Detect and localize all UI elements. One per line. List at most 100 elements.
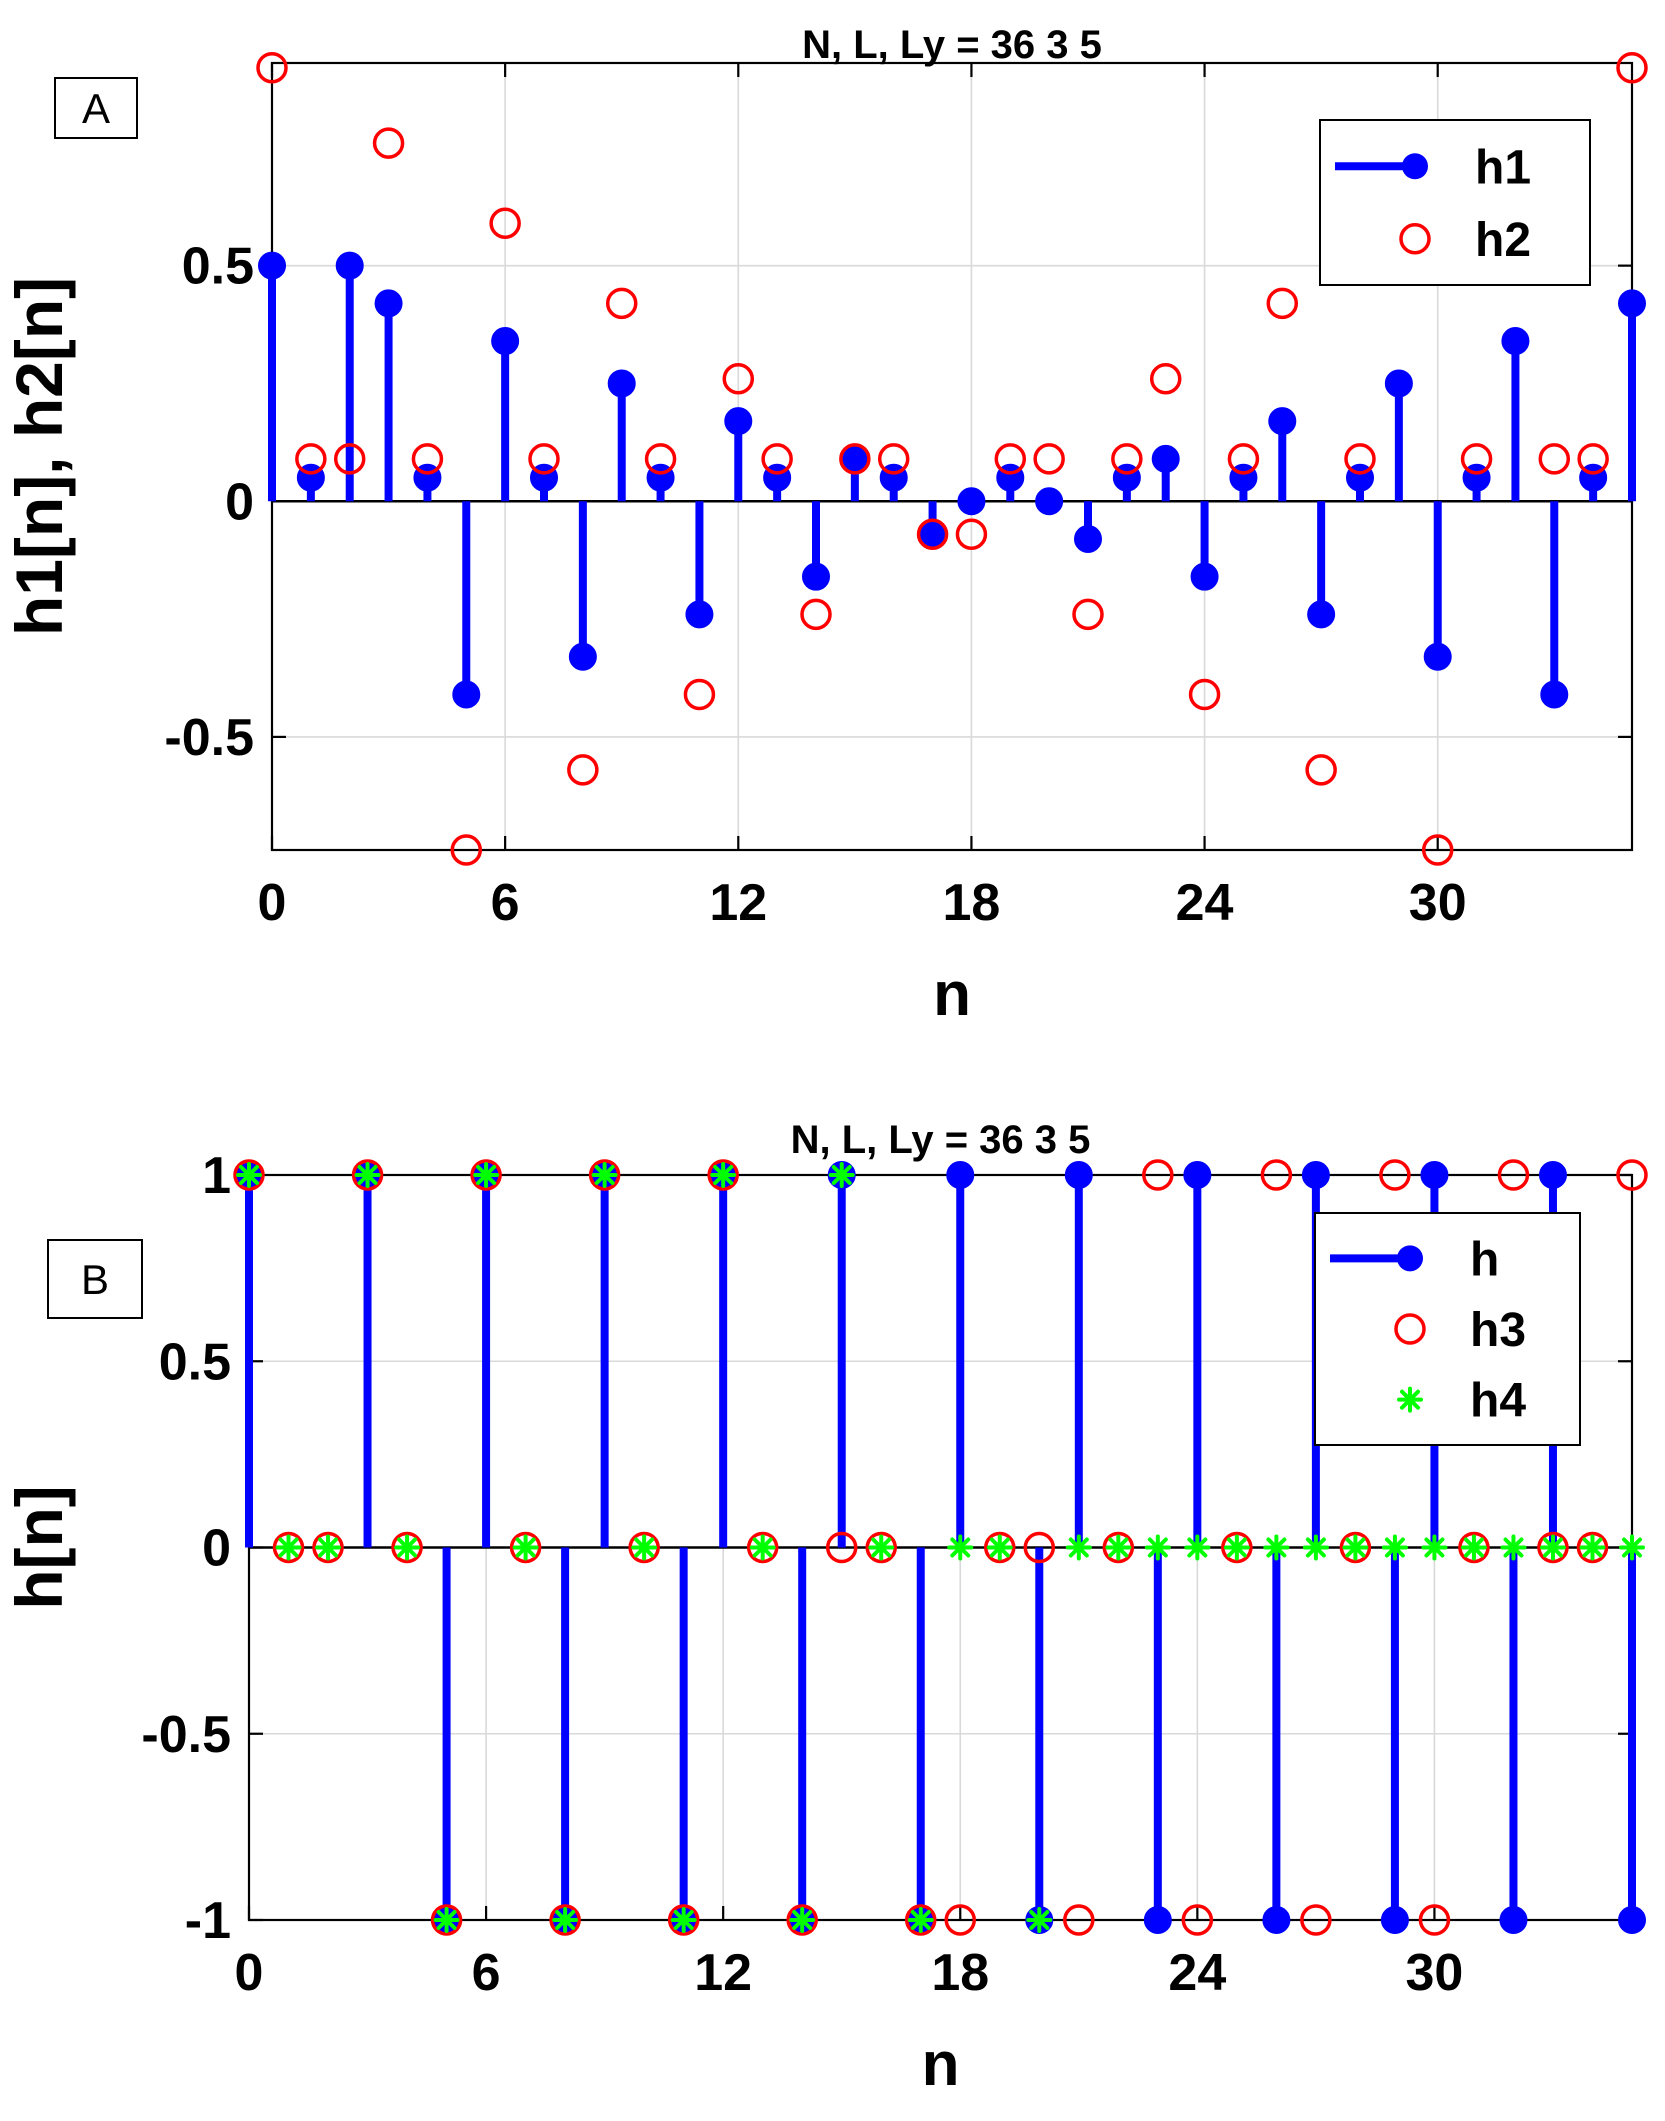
- circle-marker: [628, 1531, 660, 1564]
- asterisk-marker: [394, 1534, 421, 1561]
- x-tick-label: 30: [1406, 1944, 1464, 2002]
- circle-marker: [1577, 443, 1609, 475]
- circle-marker: [549, 1904, 581, 1936]
- circle-marker: [1379, 1159, 1411, 1191]
- legend-label: h2: [1475, 214, 1531, 267]
- x-tick-label: 0: [235, 1944, 264, 2002]
- x-tick-label: 12: [694, 1944, 752, 2002]
- stem-marker: [1064, 1161, 1093, 1189]
- asterisk-stroke: [1226, 1537, 1247, 1558]
- asterisk-marker: [236, 1162, 262, 1188]
- asterisk-stroke: [555, 1910, 576, 1930]
- asterisk-marker: [1500, 1534, 1527, 1561]
- stem-marker: [491, 327, 520, 356]
- asterisk-marker: [907, 1907, 934, 1933]
- legend-label: h3: [1470, 1304, 1526, 1357]
- asterisk-marker: [1263, 1534, 1290, 1561]
- chart-title: N, L, Ly = 36 3 5: [791, 1118, 1091, 1162]
- asterisk-marker: [275, 1534, 302, 1561]
- circle-marker: [786, 1904, 818, 1936]
- circle-marker: [430, 1904, 463, 1936]
- circle-marker: [391, 1531, 423, 1564]
- stem-marker: [452, 680, 481, 709]
- circle-marker: [904, 1904, 937, 1936]
- stem-marker: [1618, 289, 1646, 318]
- asterisk-stroke: [950, 1537, 971, 1558]
- circle-marker: [865, 1531, 897, 1564]
- asterisk-marker: [1223, 1534, 1250, 1561]
- panel-b: 0 6 12 18 24 30 -1 -0.5 0 0.5 1 N, L, Ly = 36 3 5 n h…: [2, 1118, 1648, 2099]
- circle-marker: [1181, 1904, 1214, 1936]
- asterisk-marker: [473, 1162, 500, 1188]
- legend-marker: [1394, 1313, 1426, 1345]
- stem-marker: [1143, 1906, 1172, 1934]
- stem-marker: [1268, 407, 1297, 436]
- stem-marker: [1384, 369, 1413, 398]
- asterisk-stroke: [1542, 1537, 1563, 1558]
- circle-marker: [1616, 51, 1648, 84]
- asterisk-stroke: [239, 1165, 259, 1185]
- asterisk-stroke: [318, 1537, 339, 1558]
- x-tick-label: 12: [709, 874, 767, 932]
- asterisk-stroke: [1068, 1537, 1089, 1558]
- asterisk-marker: [1381, 1534, 1408, 1561]
- asterisk-stroke: [594, 1165, 615, 1185]
- asterisk-stroke: [713, 1165, 734, 1185]
- series-h4: [236, 1162, 1645, 1933]
- circle-marker: [1072, 598, 1104, 631]
- legend-marker: [1399, 223, 1431, 255]
- x-tick-label: 18: [943, 874, 1001, 932]
- asterisk-stroke: [1029, 1910, 1050, 1930]
- asterisk-stroke: [792, 1910, 813, 1930]
- asterisk-marker: [710, 1162, 737, 1188]
- asterisk-marker: [749, 1534, 776, 1561]
- asterisk-marker: [1539, 1534, 1566, 1561]
- legend-marker: [1397, 1386, 1423, 1413]
- asterisk-marker: [512, 1534, 539, 1561]
- stem-marker: [374, 289, 403, 318]
- circle-marker: [644, 443, 677, 475]
- stem-marker: [568, 642, 597, 671]
- stem-marker: [1423, 642, 1452, 671]
- y-tick-label: 0: [202, 1520, 231, 1578]
- stem-marker: [1183, 1161, 1212, 1189]
- y-tick-label: -0.5: [164, 709, 254, 767]
- circle-marker: [1418, 1904, 1451, 1936]
- y-tick-label: -0.5: [141, 1706, 231, 1764]
- circle-marker: [450, 834, 483, 866]
- asterisk-stroke: [278, 1537, 299, 1558]
- asterisk-marker: [315, 1534, 342, 1561]
- circle-marker: [1188, 678, 1221, 711]
- stem-marker: [1540, 680, 1569, 709]
- stem-marker: [1151, 444, 1180, 473]
- circle-marker: [372, 127, 405, 159]
- circle-marker: [1300, 1904, 1332, 1936]
- x-tick-label: 30: [1409, 874, 1467, 932]
- y-tick-label: 0: [225, 473, 254, 531]
- stem-marker: [607, 369, 636, 398]
- x-tick-label: 6: [472, 1944, 501, 2002]
- asterisk-stroke: [634, 1537, 655, 1558]
- circle-marker: [800, 598, 832, 631]
- circle-marker: [1266, 287, 1299, 320]
- asterisk-marker: [354, 1162, 381, 1188]
- stem-marker: [685, 600, 714, 629]
- circle-marker: [1063, 1904, 1095, 1936]
- circle-marker: [1344, 443, 1376, 475]
- stem-marker: [1035, 487, 1064, 516]
- circle-marker: [761, 443, 793, 475]
- asterisk-stroke: [910, 1910, 931, 1930]
- circle-marker: [411, 443, 444, 475]
- circle-marker: [839, 443, 871, 475]
- circle-marker: [1305, 754, 1337, 786]
- circle-marker: [1576, 1531, 1609, 1564]
- circle-marker: [1421, 834, 1454, 866]
- asterisk-stroke: [1424, 1537, 1445, 1558]
- panel-label: B: [81, 1256, 109, 1303]
- asterisk-marker: [1421, 1534, 1448, 1561]
- y-tick-label: 0.5: [182, 238, 254, 296]
- x-axis-label: n: [933, 960, 971, 1029]
- circle-marker: [295, 443, 327, 475]
